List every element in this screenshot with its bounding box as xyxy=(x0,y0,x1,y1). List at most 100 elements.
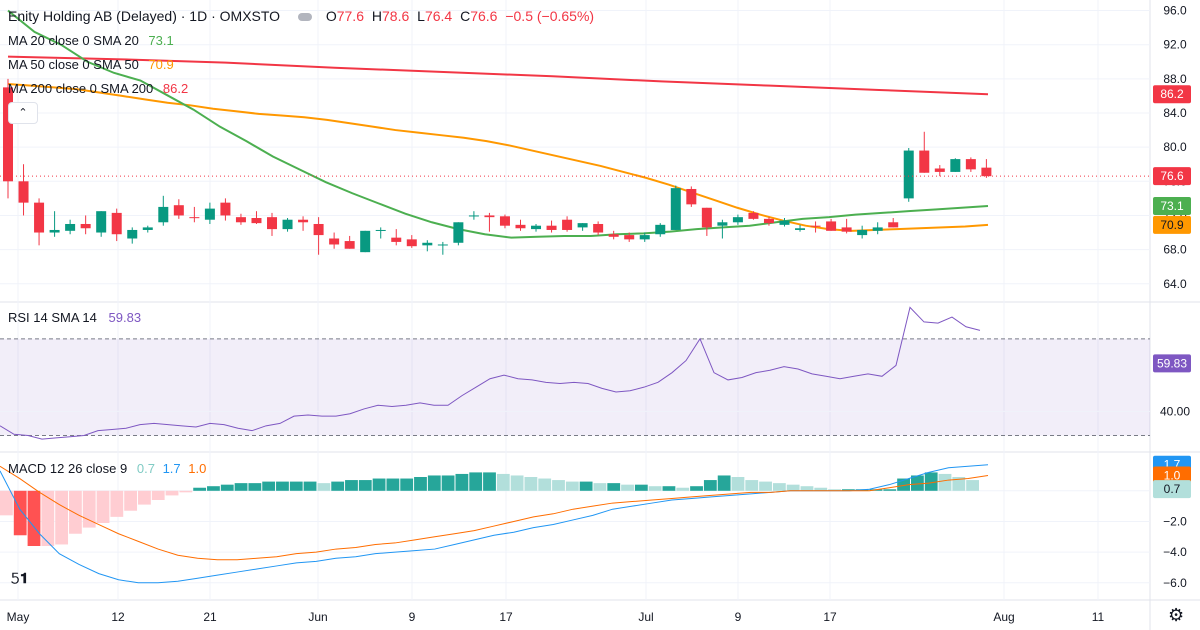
collapse-legend-button[interactable]: ⌃ xyxy=(8,102,38,124)
macd-histogram-bar xyxy=(662,486,676,491)
candle-body xyxy=(981,167,992,177)
macd-histogram-bar xyxy=(496,473,510,491)
low-key: L xyxy=(417,8,425,24)
macd-histogram-bar xyxy=(690,486,703,491)
signal-value-badge: 1.0 xyxy=(1164,468,1181,482)
candle-body xyxy=(251,218,262,224)
candle-body xyxy=(360,230,371,253)
macd-legend-macd: 1.7 xyxy=(162,461,181,476)
candle-body xyxy=(96,211,107,233)
symbol-title[interactable]: Enity Holding AB (Delayed) · 1D · OMXSTO xyxy=(8,8,281,24)
macd-histogram-bar xyxy=(0,490,13,516)
macd-histogram-bar xyxy=(331,481,345,491)
candle-body xyxy=(748,212,759,219)
x-tick-label: Jun xyxy=(308,610,327,624)
candle-body xyxy=(624,235,635,240)
candle-body xyxy=(857,229,868,236)
rsi-tick-label: 40.00 xyxy=(1160,404,1190,418)
macd-histogram-bar xyxy=(910,475,924,491)
price-tick-label: 96.0 xyxy=(1163,4,1187,18)
candle-body xyxy=(562,219,573,230)
high-value: 78.6 xyxy=(382,8,410,24)
macd-histogram-bar xyxy=(800,486,814,491)
gear-icon[interactable]: ⚙ xyxy=(1168,605,1185,625)
candle-body xyxy=(34,202,45,233)
ma50-price-badge: 70.9 xyxy=(1160,218,1184,232)
price-tick-label: 92.0 xyxy=(1163,38,1187,52)
x-tick-label: Aug xyxy=(993,610,1014,624)
macd-tick-label: −2.0 xyxy=(1163,514,1187,528)
candle-body xyxy=(282,219,293,230)
ma20-legend-value: 73.1 xyxy=(148,33,174,48)
low-value: 76.4 xyxy=(424,8,453,24)
tradingview-logo[interactable]: 𝟻𝟭 xyxy=(10,570,29,587)
candle-body xyxy=(732,217,743,223)
candle-body xyxy=(701,207,712,228)
ma20-legend[interactable]: MA 20 close 0 SMA 20 73.1 xyxy=(8,33,174,49)
change-value: −0.5 (−0.65%) xyxy=(505,8,595,24)
macd-histogram-bar xyxy=(552,480,565,491)
macd-histogram-bar xyxy=(966,480,979,491)
candle-body xyxy=(499,216,510,226)
ma200-price-badge: 86.2 xyxy=(1160,87,1184,101)
macd-histogram-bar xyxy=(786,484,800,491)
candle-body xyxy=(127,229,138,239)
macd-histogram-bar xyxy=(27,490,41,546)
macd-histogram-bar xyxy=(731,477,745,491)
candle-body xyxy=(655,224,666,235)
candle-body xyxy=(888,222,899,228)
macd-histogram-bar xyxy=(455,473,469,491)
signal-value-badge-bg xyxy=(1153,466,1191,485)
candle-body xyxy=(934,168,945,172)
macd-histogram-bar xyxy=(345,480,358,491)
ma200-legend[interactable]: MA 200 close 0 SMA 200 86.2 xyxy=(8,81,188,97)
candle-body xyxy=(484,215,495,218)
rsi-value-badge: 59.83 xyxy=(1157,356,1187,370)
macd-histogram-bar xyxy=(179,490,193,493)
macd-histogram-bar xyxy=(165,490,179,496)
macd-histogram-bar xyxy=(248,483,262,491)
macd-histogram-bar xyxy=(151,490,165,500)
macd-histogram-bar xyxy=(607,483,621,491)
high-key: H xyxy=(371,8,382,24)
ma20-legend-label: MA 20 close 0 SMA 20 xyxy=(8,33,139,48)
macd-histogram-bar xyxy=(759,481,772,491)
candle-body xyxy=(639,235,650,240)
macd-histogram-bar xyxy=(13,490,27,536)
rsi-legend[interactable]: RSI 14 SMA 14 59.83 xyxy=(8,310,141,326)
price-tick-label: 88.0 xyxy=(1163,72,1187,86)
macd-histogram-bar xyxy=(124,490,138,511)
last-price-badge-bg xyxy=(1153,167,1191,186)
x-tick-label: 12 xyxy=(111,610,125,624)
candle-body xyxy=(344,241,355,249)
ma20-price-badge: 73.1 xyxy=(1160,199,1184,213)
rsi-line xyxy=(0,306,981,440)
ma200-line xyxy=(7,55,989,96)
macd-histogram-bar xyxy=(110,490,124,517)
candle-body xyxy=(142,227,153,230)
ma20-line xyxy=(7,9,989,239)
candle-body xyxy=(173,205,184,216)
macd-histogram-bar xyxy=(938,473,952,491)
candle-body xyxy=(965,159,976,170)
macd-histogram-bar xyxy=(400,478,414,491)
ma50-legend[interactable]: MA 50 close 0 SMA 50 70.9 xyxy=(8,57,174,73)
candle-body xyxy=(577,223,588,228)
candle-body xyxy=(593,223,604,233)
macd-histogram-bar xyxy=(469,472,483,491)
candle-body xyxy=(437,244,448,246)
candle-body xyxy=(872,227,883,231)
macd-histogram-bar xyxy=(41,490,55,546)
x-tick-label: 11 xyxy=(1092,610,1105,624)
price-tick-label: 68.0 xyxy=(1163,243,1187,257)
candle-body xyxy=(779,220,790,225)
x-tick-label: 17 xyxy=(499,610,513,624)
macd-legend[interactable]: MACD 12 26 close 9 0.7 1.7 1.0 xyxy=(8,461,206,477)
ma50-legend-label: MA 50 close 0 SMA 50 xyxy=(8,57,139,72)
rsi-legend-value: 59.83 xyxy=(108,310,142,325)
candle-body xyxy=(903,150,914,199)
macd-histogram-bar xyxy=(289,481,303,491)
candle-body xyxy=(3,87,13,182)
candle-body xyxy=(546,225,557,230)
